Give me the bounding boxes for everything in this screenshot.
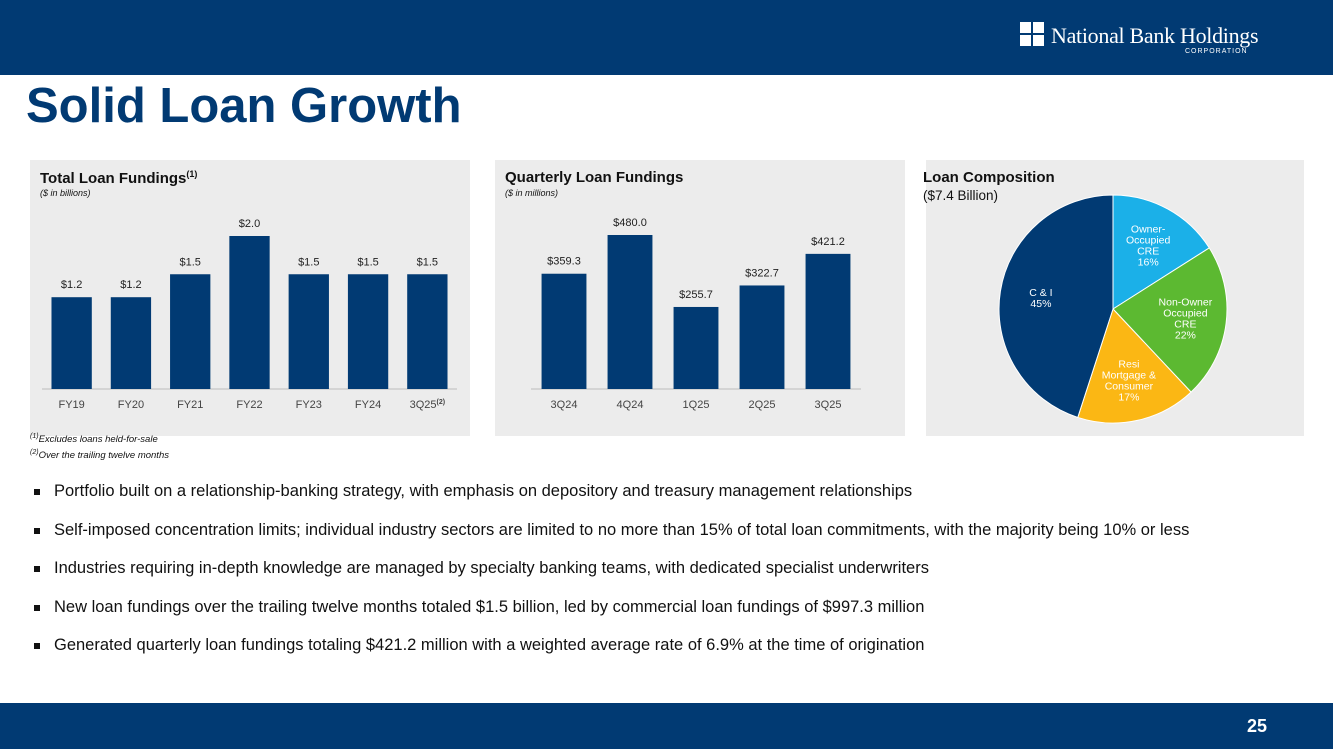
header-bar: National Bank Holdings CORPORATION (0, 0, 1333, 75)
chart-title: Total Loan Fundings(1) (40, 169, 198, 187)
bar (407, 274, 448, 389)
bar (110, 297, 152, 389)
footer-bar: 25 (0, 703, 1333, 749)
data-label: $1.5 (180, 256, 201, 268)
logo-subtitle: CORPORATION (1185, 48, 1248, 55)
bar (607, 235, 653, 389)
bullet-list: Portfolio built on a relationship-bankin… (34, 482, 1189, 675)
bar (805, 253, 851, 389)
x-tick-label: 1Q25 (683, 399, 710, 411)
bullet-marker (34, 566, 40, 572)
company-logo: National Bank Holdings CORPORATION (1020, 22, 1280, 55)
pie-slice (1112, 247, 1228, 393)
logo-mark-icon (1020, 22, 1045, 47)
bullet-item: Generated quarterly loan fundings totali… (34, 636, 1189, 675)
x-tick-label: FY19 (58, 399, 84, 411)
x-tick-label: FY23 (296, 399, 322, 411)
footnote-2: (2)Over the trailing twelve months (30, 449, 169, 462)
total-loan-fundings-chart: $1.2 FY19 $1.2 FY20 $1.5 FY21 $2.0 FY22 $1.5 FY23… (42, 218, 457, 411)
x-tick-label: 2Q25 (749, 399, 776, 411)
pie-slice (1112, 194, 1210, 310)
bullet-item: Portfolio built on a relationship-bankin… (34, 482, 1189, 521)
data-label: $1.5 (357, 256, 378, 268)
bullet-item: Industries requiring in-depth knowledge … (34, 559, 1189, 598)
slice-label: Non-Owner Occupied CRE 22% (1159, 297, 1213, 342)
bullet-marker (34, 489, 40, 495)
chart-subtitle: ($ in millions) (505, 188, 559, 198)
loan-composition-pie: Owner-Occupied CRE 16% Non-Owner Occupied CRE… (998, 194, 1228, 424)
bar (541, 273, 587, 389)
quarterly-loan-fundings-chart: $359.3 3Q24 $480.0 4Q24 $255.7 1Q25 $322.7 2Q25… (531, 217, 861, 411)
x-tick-label: 3Q25(2) (410, 399, 445, 411)
data-label: $480.0 (613, 217, 647, 229)
x-tick-label: FY22 (236, 399, 262, 411)
bar (229, 236, 270, 389)
bullet-marker (34, 604, 40, 611)
data-label: $359.3 (547, 256, 581, 268)
data-label: $322.7 (745, 267, 779, 279)
pie-slice (1077, 308, 1192, 424)
data-label: $2.0 (239, 218, 260, 230)
quarterly-loan-fundings-panel: Quarterly Loan Fundings ($ in millions) … (495, 160, 905, 436)
data-label: $1.2 (120, 279, 141, 291)
bar (739, 285, 785, 389)
bar (288, 274, 329, 389)
x-tick-label: 4Q24 (617, 399, 644, 411)
bar (673, 306, 719, 389)
chart-title: Loan Composition (923, 169, 1055, 186)
chart-title: Quarterly Loan Fundings (505, 169, 684, 186)
data-label: $1.5 (298, 256, 319, 268)
slice-label: Resi Mortgage & Consumer 17% (1102, 359, 1156, 404)
data-label: $1.2 (61, 279, 82, 291)
x-tick-label: FY24 (355, 399, 381, 411)
bar (51, 297, 92, 389)
loan-composition-panel: Loan Composition ($7.4 Billion) Owner-Oc… (923, 160, 1304, 436)
x-tick-label: 3Q24 (551, 399, 578, 411)
bar (170, 274, 211, 389)
x-tick-label: 3Q25 (815, 399, 842, 411)
slice-label: C & I 45% (1029, 287, 1052, 310)
page-title: Solid Loan Growth (26, 79, 462, 133)
chart-subtitle: ($ in billions) (40, 188, 91, 198)
bar (347, 274, 389, 389)
data-label: $1.5 (417, 256, 438, 268)
total-loan-fundings-panel: Total Loan Fundings(1) ($ in billions) $… (30, 160, 470, 436)
bullet-marker (34, 643, 40, 649)
bullet-item: New loan fundings over the trailing twel… (34, 598, 1189, 637)
logo-name: National Bank Holdings (1051, 23, 1259, 48)
bullet-marker (34, 527, 40, 534)
pie-slice (998, 194, 1114, 419)
data-label: $421.2 (811, 236, 845, 248)
footnote-1: (1)Excludes loans held-for-sale (30, 433, 158, 446)
page-number: 25 (1246, 716, 1267, 736)
x-tick-label: FY20 (118, 399, 144, 411)
x-tick-label: FY21 (177, 399, 203, 411)
data-label: $255.7 (679, 289, 713, 301)
chart-subtitle: ($7.4 Billion) (923, 188, 999, 203)
slice-label: Owner-Occupied CRE 16% (1126, 224, 1171, 269)
bullet-item: Self-imposed concentration limits; indiv… (34, 521, 1189, 560)
